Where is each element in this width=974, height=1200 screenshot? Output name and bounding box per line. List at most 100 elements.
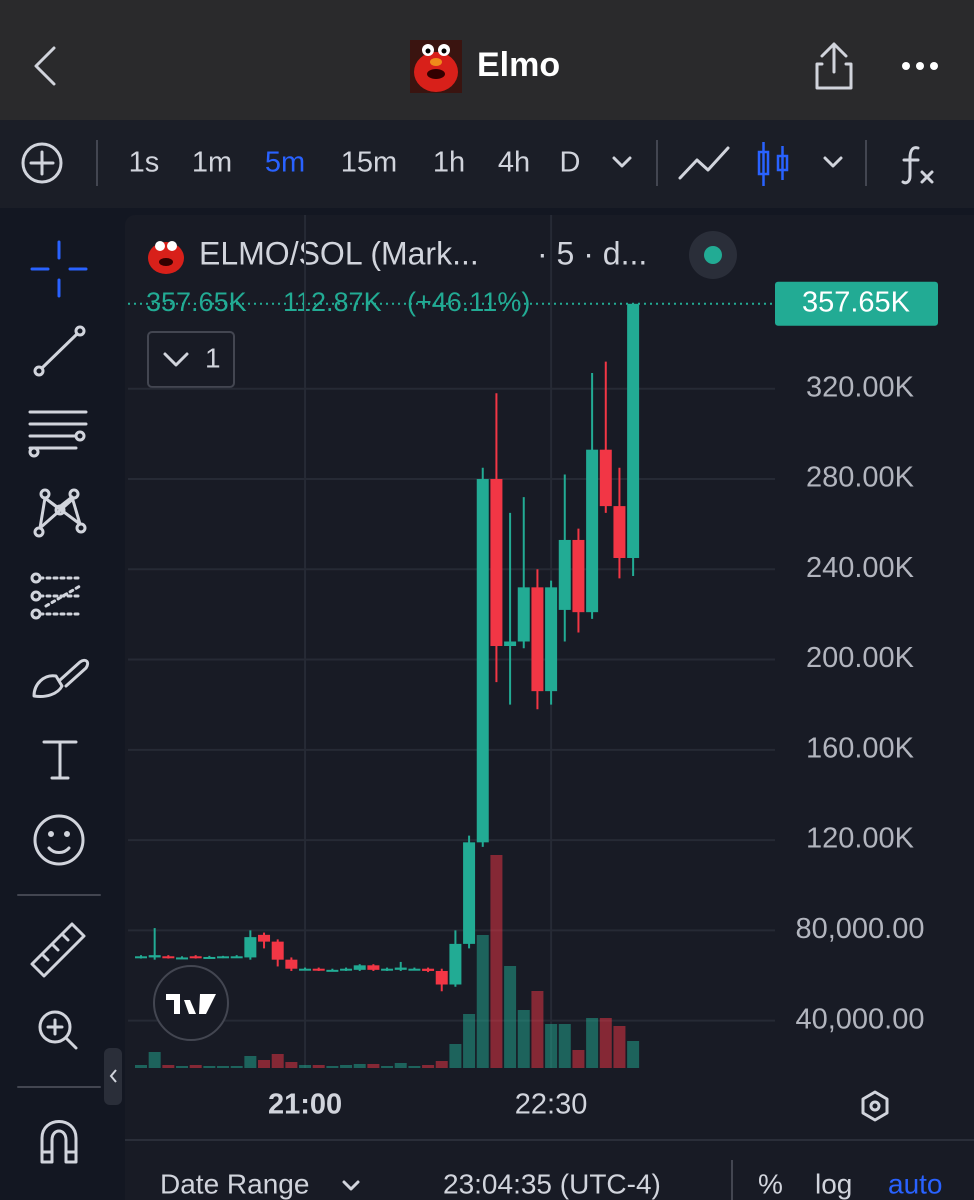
interval-option[interactable]: 1h: [433, 147, 465, 179]
ruler-tool[interactable]: [30, 922, 86, 978]
symbol-name[interactable]: ELMO/SOL (Mark...: [199, 235, 479, 271]
volume-bar: [162, 1065, 175, 1068]
avatar: [410, 40, 462, 93]
fib-tool[interactable]: [28, 410, 88, 458]
indicator-count: 1: [205, 342, 221, 373]
volume-bar: [599, 1018, 612, 1068]
candle-body: [230, 956, 243, 959]
volume-bar: [367, 1064, 380, 1068]
share-button[interactable]: [815, 42, 853, 90]
candle-body: [490, 479, 503, 647]
candle-body: [435, 970, 448, 985]
volume-bar: [230, 1066, 243, 1068]
interval-option[interactable]: 1m: [192, 147, 232, 179]
volume-bar: [476, 935, 489, 1068]
zoom-tool[interactable]: [38, 1010, 78, 1050]
candle-body: [449, 943, 462, 985]
volume-bar: [381, 1066, 394, 1068]
forecast-tool[interactable]: [30, 572, 84, 620]
y-tick-label: 200.00K: [806, 642, 915, 674]
sidebar-toggle[interactable]: [104, 1048, 122, 1105]
page-title: Elmo: [477, 46, 560, 84]
volume-bar: [299, 1065, 312, 1068]
candle-body: [340, 968, 353, 971]
legend-change-percent: (+46.11%): [407, 287, 530, 317]
date-range-menu: [342, 1180, 360, 1191]
log-button[interactable]: log: [815, 1168, 852, 1199]
drawing-tools: [17, 240, 101, 1164]
candle-body: [586, 449, 599, 613]
indicator-toggle[interactable]: [147, 331, 235, 388]
crosshair-tool[interactable]: [30, 240, 88, 298]
brush-tool[interactable]: [32, 658, 90, 698]
y-tick-label: 120.00K: [806, 823, 915, 855]
volume-bar: [340, 1065, 353, 1068]
magnet-tool[interactable]: [40, 1120, 78, 1164]
volume-bar: [217, 1066, 230, 1068]
volume-bar: [449, 1044, 462, 1068]
interval-option[interactable]: 1s: [129, 147, 160, 179]
interval-option[interactable]: 5m: [265, 147, 305, 179]
volume-bar: [627, 1041, 640, 1068]
tradingview-logo[interactable]: [153, 965, 229, 1041]
date-range[interactable]: Date Range: [160, 1168, 309, 1199]
interval-option[interactable]: 4h: [498, 147, 530, 179]
volume-bar: [613, 1026, 626, 1068]
volume-bar: [586, 1018, 599, 1068]
candle-body: [326, 969, 339, 972]
axis-settings[interactable]: [861, 1090, 889, 1122]
interval-option[interactable]: 15m: [341, 147, 397, 179]
auto-button[interactable]: auto: [888, 1168, 943, 1199]
sidebar-toggle-icon: [109, 1069, 117, 1083]
candle-body: [135, 956, 147, 959]
percent-button[interactable]: %: [758, 1168, 783, 1199]
candle-body: [162, 956, 175, 959]
clock: 23:04:35 (UTC-4): [443, 1168, 661, 1199]
interval-option[interactable]: D: [560, 147, 581, 179]
pattern-tool[interactable]: [33, 488, 87, 538]
candle-body: [381, 968, 394, 971]
candle-body: [271, 941, 284, 960]
candle-body: [463, 842, 476, 944]
add-button[interactable]: [21, 142, 63, 184]
y-tick-label: 160.00K: [806, 732, 915, 764]
candle-body: [285, 959, 298, 969]
candle-body: [176, 957, 189, 960]
candle-body: [517, 587, 530, 642]
candle-body: [504, 641, 517, 647]
candle-body: [613, 506, 626, 559]
candle-style-button[interactable]: [757, 142, 789, 186]
candle-body: [244, 937, 257, 958]
more-button[interactable]: [902, 62, 938, 70]
indicators-button[interactable]: [901, 146, 934, 185]
plot-area: 40,000.00 80,000.00 120.00K 160.00K 200.00K 2…: [128, 215, 938, 1121]
interval-menu[interactable]: [612, 156, 632, 168]
chart-panel: [125, 215, 974, 1200]
text-tool[interactable]: [42, 740, 78, 780]
line-style-button[interactable]: [678, 146, 730, 180]
volume-bar: [135, 1065, 147, 1068]
volume-bar: [531, 991, 544, 1068]
style-menu[interactable]: [823, 156, 843, 168]
back-button[interactable]: [34, 46, 56, 86]
volume-bar: [463, 1014, 476, 1068]
candle-body: [312, 968, 325, 971]
candle-body: [422, 968, 435, 971]
volume-bar: [504, 966, 517, 1068]
interval-list: 1s 1m 5m 15m 1h 4h D: [129, 147, 581, 179]
trend-line-tool[interactable]: [33, 325, 86, 377]
volume-bar: [408, 1066, 421, 1068]
candle-body: [203, 956, 216, 959]
indicator-toggle-icon: [163, 352, 189, 367]
header-bar: [0, 0, 974, 120]
candle-body: [572, 539, 585, 613]
x-tick-label: 22:30: [515, 1089, 588, 1121]
last-price-tag: [775, 281, 938, 326]
symbol-details: · 5 · d...: [537, 235, 647, 271]
emoji-tool[interactable]: [33, 814, 85, 866]
y-tick-label: 80,000.00: [795, 913, 924, 945]
y-tick-label: 280.00K: [806, 462, 915, 494]
x-tick-label: 21:00: [268, 1089, 342, 1121]
volume-bar: [558, 1024, 571, 1068]
